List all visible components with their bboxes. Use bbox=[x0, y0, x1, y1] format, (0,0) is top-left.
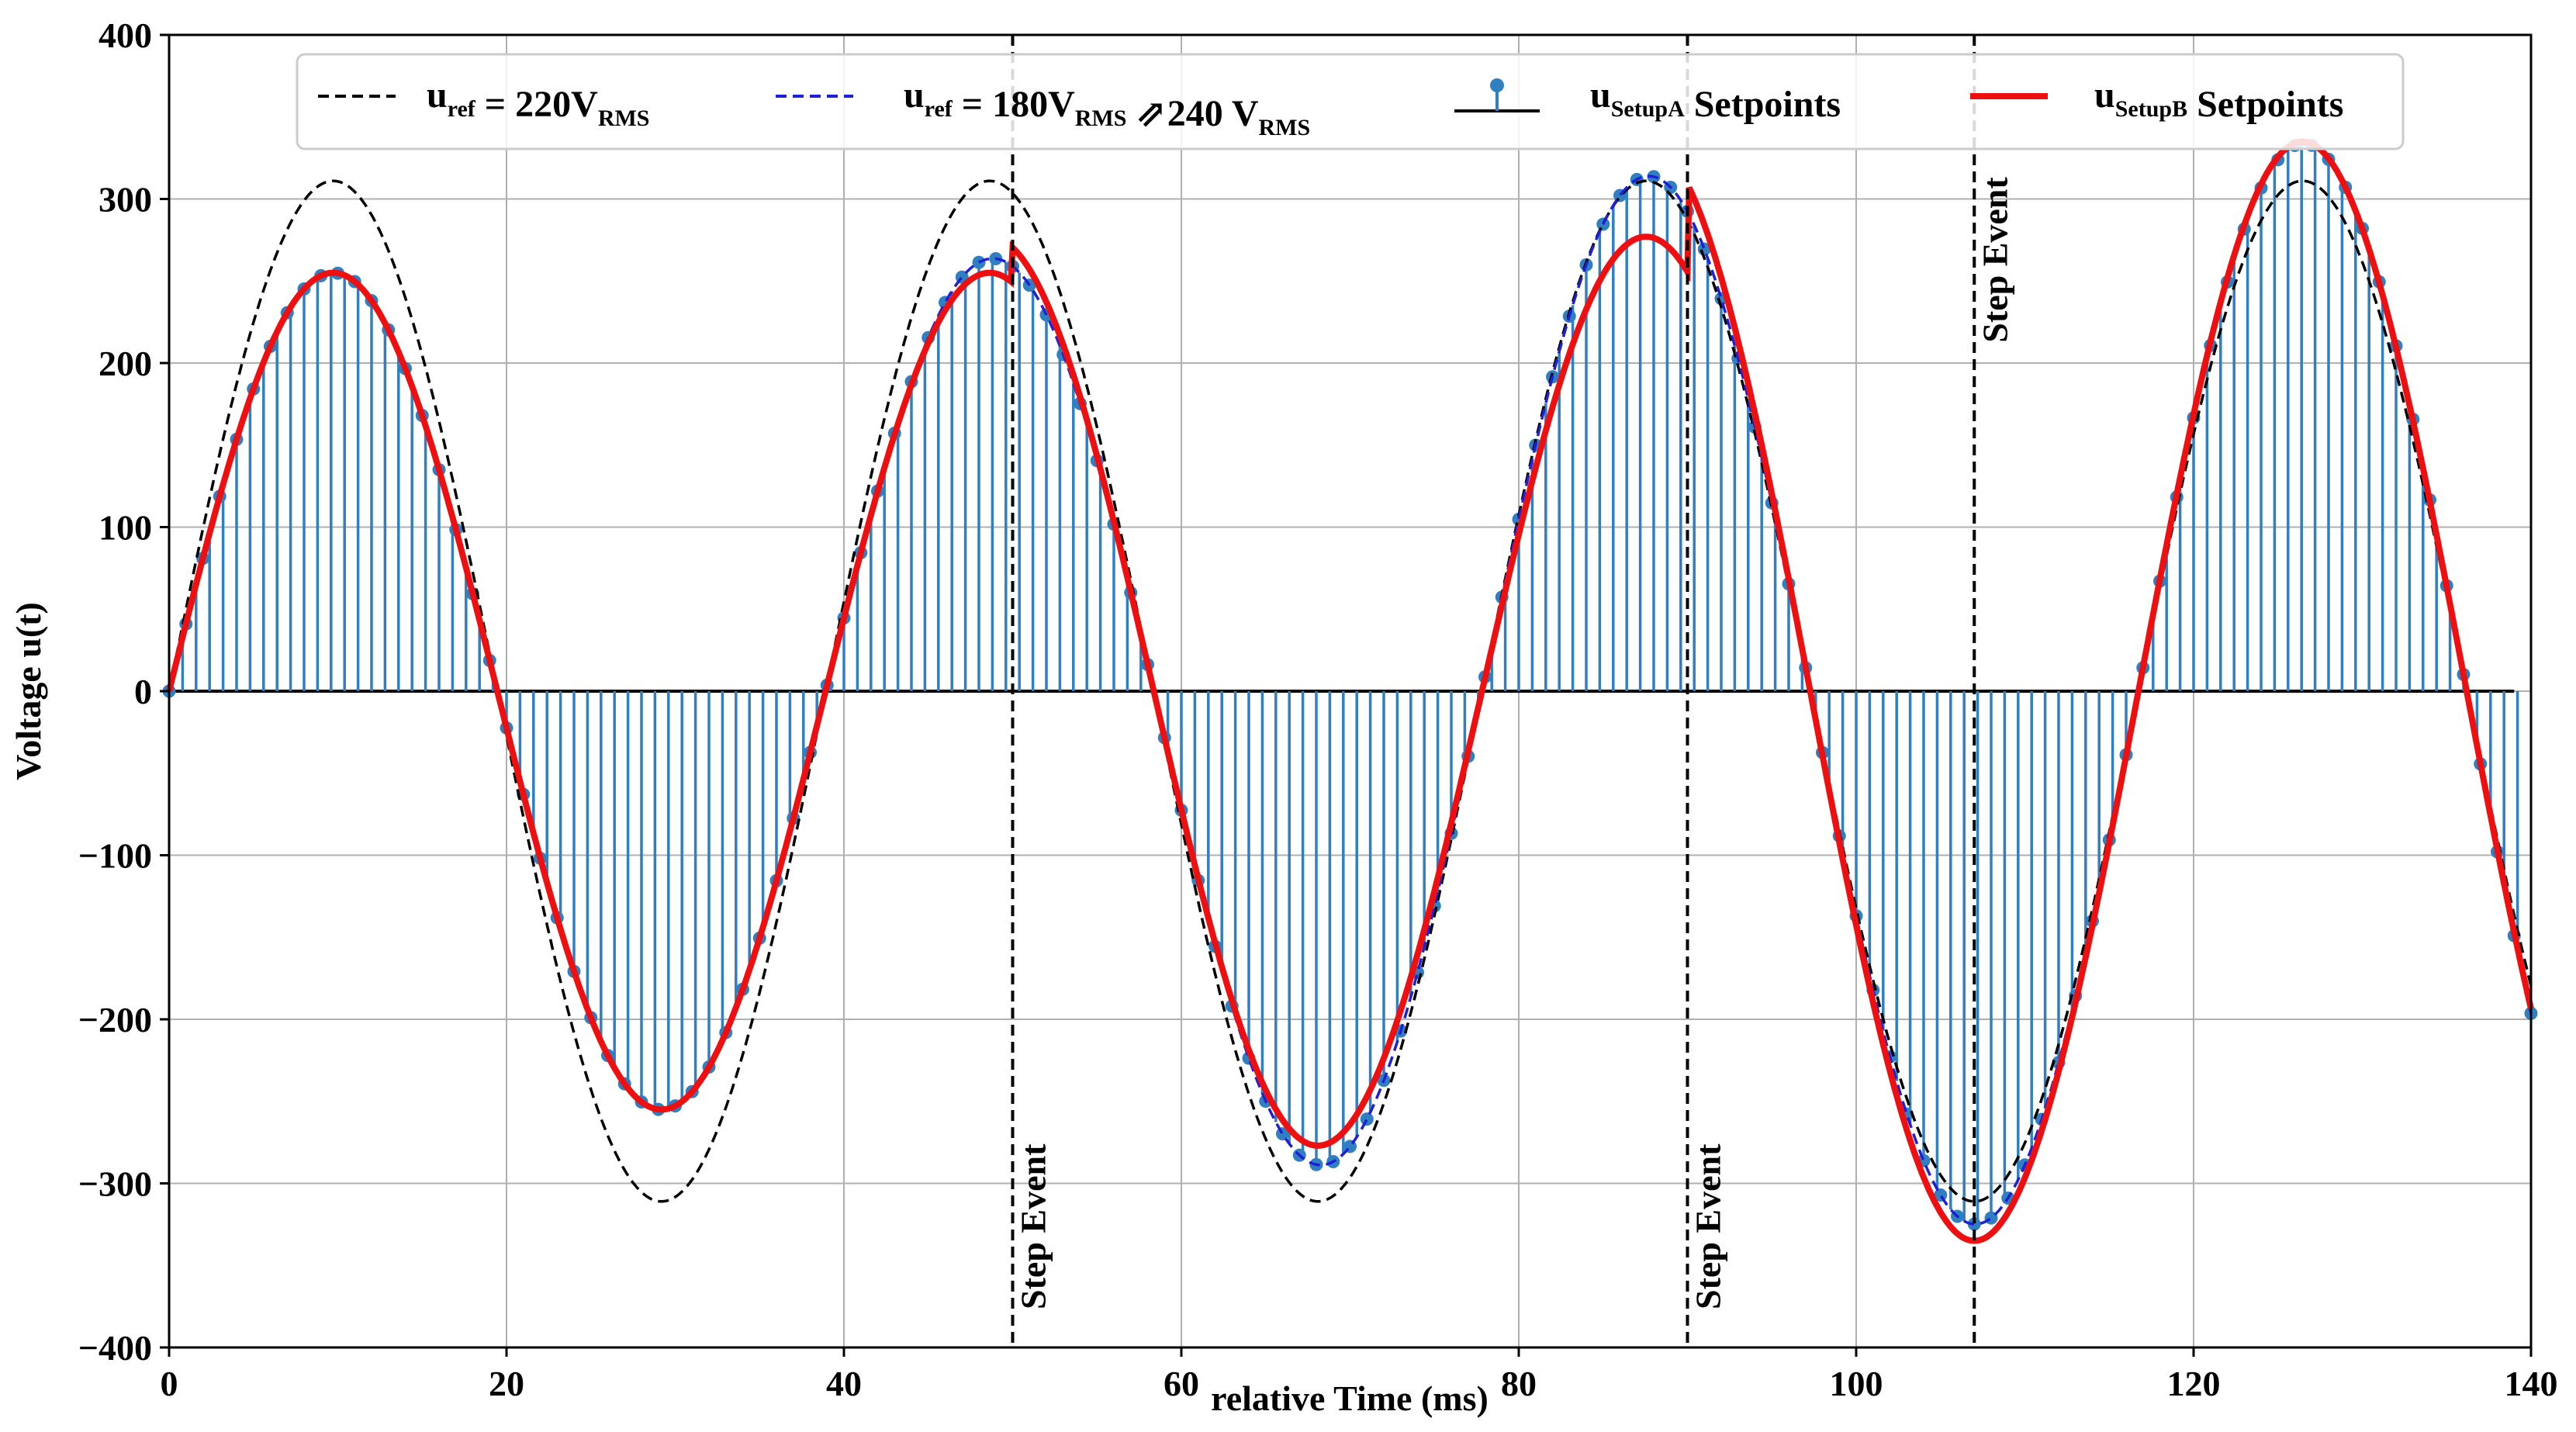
x-tick-label: 140 bbox=[2505, 1364, 2558, 1403]
step-event-label: Step Event bbox=[1975, 177, 2014, 343]
legend-subscript: RMS bbox=[1075, 105, 1127, 131]
x-tick-label: 80 bbox=[1501, 1364, 1537, 1403]
x-tick-label: 100 bbox=[1830, 1364, 1883, 1403]
legend-subscript: RMS bbox=[1259, 115, 1311, 140]
y-tick-label: 200 bbox=[99, 344, 152, 383]
step-events: Step Event Step Event Step Event bbox=[1011, 35, 2014, 1347]
legend-text: u bbox=[427, 74, 448, 116]
legend-handle-setupA-marker bbox=[1490, 78, 1504, 92]
legend-text: ⇗240 V bbox=[1126, 93, 1258, 134]
x-axis-label: relative Time (ms) bbox=[1211, 1378, 1489, 1418]
legend-text: Setpoints bbox=[2187, 84, 2343, 125]
stem-marker bbox=[1360, 1112, 1374, 1126]
legend-box bbox=[296, 53, 2405, 150]
x-tick-label: 60 bbox=[1164, 1364, 1199, 1403]
x-tick-label: 40 bbox=[826, 1364, 862, 1403]
legend-subscript: SetupB bbox=[2115, 96, 2187, 122]
x-tick-label: 20 bbox=[489, 1364, 524, 1403]
y-tick-label: 100 bbox=[99, 508, 152, 548]
legend-text: = 180V bbox=[953, 84, 1075, 125]
y-tick-label: −100 bbox=[78, 836, 152, 876]
x-tick-label: 0 bbox=[161, 1364, 178, 1403]
legend-subscript: ref bbox=[925, 96, 953, 122]
y-tick-label: 400 bbox=[99, 16, 152, 55]
y-tick-label: −300 bbox=[78, 1164, 152, 1204]
step-event-label: Step Event bbox=[1689, 1143, 1728, 1309]
legend-text: u bbox=[1590, 74, 1611, 116]
legend-subscript: ref bbox=[448, 96, 476, 122]
legend-text: Setpoints bbox=[1685, 84, 1841, 125]
legend-text: u bbox=[2094, 74, 2115, 116]
legend-text: u bbox=[904, 74, 925, 116]
legend-subscript: SetupA bbox=[1611, 96, 1685, 122]
stem-marker bbox=[1967, 1217, 1981, 1231]
series-setupB bbox=[166, 138, 2534, 1244]
legend-label-setupB: uSetupB Setpoints bbox=[2094, 74, 2343, 125]
legend-label-setupA: uSetupA Setpoints bbox=[1590, 74, 1841, 125]
y-tick-label: −400 bbox=[78, 1328, 152, 1368]
legend-label-uref-220: uref = 220VRMS bbox=[427, 74, 649, 131]
line-series bbox=[166, 138, 2534, 1244]
y-tick-label: 0 bbox=[134, 672, 152, 711]
axis-ticks: 0 20 40 60 80 100 120 140 −400 −300 −200 −100 0 100 20… bbox=[78, 16, 2558, 1403]
y-tick-label: 300 bbox=[99, 180, 152, 220]
legend-text: = 220V bbox=[475, 84, 598, 125]
x-tick-label: 120 bbox=[2167, 1364, 2221, 1403]
y-tick-label: −200 bbox=[78, 1000, 152, 1039]
legend-label-uref-ramp: uref = 180VRMS ⇗240 VRMS bbox=[904, 74, 1310, 140]
y-axis-label: Voltage u(t) bbox=[9, 602, 48, 780]
legend-subscript: RMS bbox=[598, 105, 650, 131]
step-event-label: Step Event bbox=[1014, 1143, 1053, 1309]
